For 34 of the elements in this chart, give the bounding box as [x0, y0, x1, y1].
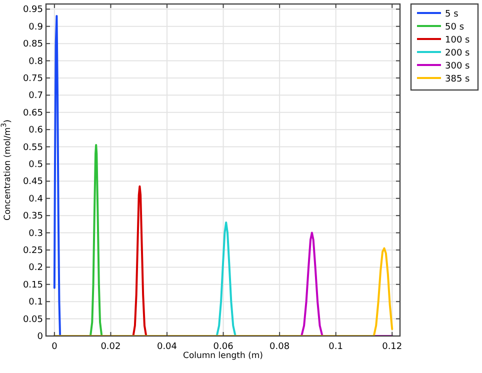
y-tick-label: 0.55: [22, 142, 43, 153]
y-tick-label: 0.35: [22, 212, 43, 222]
y-tick-label: 0.65: [22, 108, 43, 118]
legend-label: 5 s: [445, 10, 459, 20]
legend-label: 385 s: [445, 74, 470, 84]
y-tick-label: 0.25: [22, 246, 43, 256]
x-tick-label: 0.04: [156, 342, 178, 352]
x-axis-title: Column length (m): [183, 351, 263, 361]
legend-label: 50 s: [445, 22, 464, 32]
y-tick-label: 0.95: [22, 5, 43, 16]
y-tick-label: 0.05: [22, 314, 43, 325]
x-tick-label: 0.06: [213, 342, 234, 352]
y-tick-label: 0: [37, 332, 44, 342]
y-tick-label: 0.45: [22, 177, 43, 188]
x-tick-label: 0.08: [270, 342, 290, 352]
legend-label: 100 s: [445, 36, 470, 46]
y-tick-label: 0.8: [28, 56, 44, 67]
y-tick-label: 0.3: [28, 228, 43, 239]
y-tick-label: 0.5: [28, 160, 43, 170]
y-tick-label: 0.9: [28, 22, 44, 32]
y-tick-label: 0.4: [28, 194, 44, 204]
y-tick-label: 0.2: [28, 263, 43, 274]
y-tick-label: 0.6: [28, 126, 44, 136]
x-tick-label: 0.02: [100, 342, 121, 352]
legend-label: 200 s: [445, 48, 470, 58]
y-tick-label: 0.7: [28, 91, 43, 102]
x-tick-label: 0: [52, 342, 58, 352]
x-tick-label: 0.12: [382, 342, 402, 352]
legend-label: 300 s: [445, 62, 470, 72]
y-tick-label: 0.1: [28, 298, 43, 308]
y-tick-label: 0.85: [22, 40, 43, 50]
y-tick-label: 0.15: [22, 280, 43, 290]
y-tick-label: 0.75: [22, 74, 43, 84]
x-tick-label: 0.1: [328, 342, 344, 352]
